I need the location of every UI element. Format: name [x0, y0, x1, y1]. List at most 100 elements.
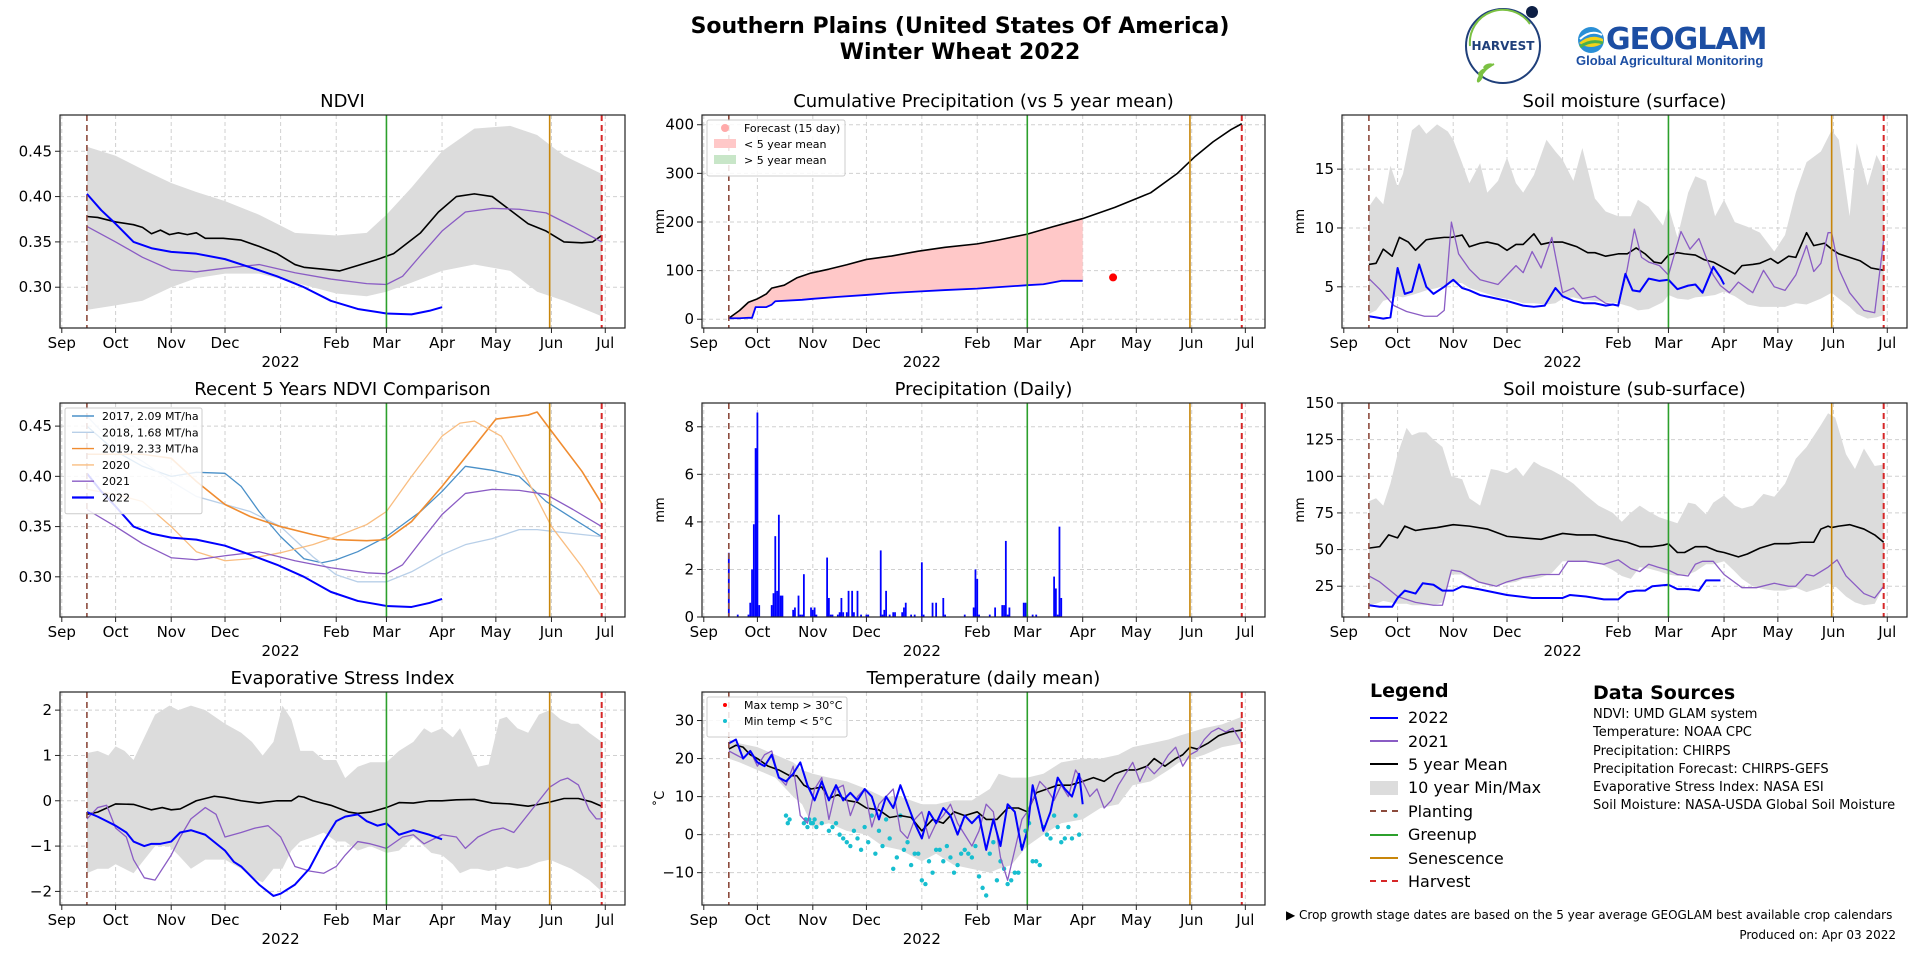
series-line-5-year-mean — [1368, 523, 1885, 558]
y-tick-label: 2 — [42, 701, 52, 719]
y-tick-label: 2 — [684, 560, 694, 578]
cold-point — [814, 824, 819, 830]
precip-bar — [752, 524, 755, 617]
inset-legend-label: 2020 — [102, 459, 130, 472]
x-tick-label: May — [480, 334, 511, 352]
legend-line-swatch — [1370, 833, 1398, 836]
cold-point — [785, 821, 790, 826]
precip-bar — [994, 607, 997, 617]
legend-label: 2022 — [1408, 708, 1449, 728]
x-tick-label: Nov — [157, 334, 186, 352]
y-tick-label: 30 — [675, 712, 694, 730]
precip-bar — [935, 602, 938, 617]
cold-point — [801, 821, 807, 826]
deficit-fill — [728, 218, 1083, 319]
x-year-label: 2022 — [262, 353, 300, 371]
precip-bar — [756, 412, 759, 617]
x-tick-label: Mar — [1013, 911, 1042, 929]
x-tick-label: Sep — [1330, 334, 1358, 352]
x-tick-label: Sep — [690, 623, 718, 641]
precip-bar — [802, 574, 805, 617]
legend-label: Greenup — [1408, 825, 1477, 845]
x-tick-label: Jul — [1877, 623, 1896, 641]
precip-bar — [904, 602, 907, 617]
precip-bar — [1004, 540, 1007, 617]
y-tick-label: 25 — [1315, 577, 1334, 595]
cold-point — [912, 851, 917, 856]
precip-bar — [1060, 597, 1063, 617]
series-line-2021 — [1368, 559, 1885, 606]
forecast-point — [1109, 273, 1118, 282]
cold-point — [930, 870, 935, 875]
x-tick-label: Jun — [1179, 623, 1203, 641]
legend-item: Planting — [1370, 800, 1541, 823]
inset-legend-label: 2017, 2.09 MT/ha — [102, 410, 199, 423]
x-tick-label: Oct — [744, 623, 770, 641]
precip-bar — [811, 609, 814, 617]
cold-point — [958, 851, 964, 856]
x-tick-label: Feb — [964, 334, 991, 352]
y-tick-label: 300 — [665, 164, 694, 182]
chart-ndvi: NDVI Sep Oct Nov Dec Feb Mar Apr May Jun Jul 2022 0.… — [19, 91, 626, 371]
x-tick-label: Sep — [48, 623, 76, 641]
x-tick-label: Dec — [852, 334, 881, 352]
precip-bar — [847, 590, 850, 617]
x-tick-label: Oct — [103, 623, 129, 641]
precip-bar — [931, 602, 934, 617]
legend-label: Harvest — [1408, 871, 1471, 891]
x-tick-label: Apr — [429, 911, 456, 929]
series-line-5-year-mean — [86, 193, 603, 272]
x-tick-label: Jul — [595, 911, 614, 929]
chart-title: Cumulative Precipitation (vs 5 year mean… — [793, 91, 1174, 112]
inset-legend-label: < 5 year mean — [744, 138, 826, 151]
cold-point — [1069, 836, 1075, 841]
y-tick-label: 20 — [675, 750, 694, 768]
y-axis-label: mm — [653, 497, 668, 522]
legend-line-swatch — [1370, 880, 1398, 883]
cold-point — [1016, 870, 1021, 875]
x-tick-label: Jun — [1821, 334, 1845, 352]
x-tick-label: Mar — [372, 911, 401, 929]
cold-point — [1048, 836, 1053, 841]
x-tick-label: Jun — [539, 334, 563, 352]
series-line-2022 — [728, 279, 1083, 320]
x-tick-label: May — [1121, 911, 1152, 929]
x-tick-label: Dec — [852, 911, 881, 929]
inset-legend: 2017, 2.09 MT/ha 2018, 1.68 MT/ha 2019, 2.… — [64, 407, 203, 515]
precip-bar — [942, 597, 945, 617]
y-tick-label: 10 — [675, 788, 694, 806]
crop-calendar-footnote: ▶ Crop growth stage dates are based on t… — [1286, 908, 1893, 922]
cold-point — [826, 828, 832, 834]
precip-bar — [1022, 602, 1025, 617]
precip-bar — [1053, 576, 1055, 617]
precip-bar — [892, 612, 895, 617]
series-line-2021 — [86, 207, 602, 286]
produced-on: Produced on: Apr 03 2022 — [1739, 928, 1896, 942]
series-line-2022 — [86, 811, 443, 897]
chart-title: Precipitation (Daily) — [895, 379, 1073, 400]
legend-item: 10 year Min/Max — [1370, 776, 1541, 799]
y-tick-label: 100 — [665, 262, 694, 280]
x-tick-label: Mar — [1654, 623, 1683, 641]
y-axis-label: mm — [1293, 497, 1308, 522]
y-tick-label: 0.40 — [19, 188, 52, 206]
x-tick-label: May — [1121, 334, 1152, 352]
x-tick-label: Apr — [1070, 911, 1097, 929]
precip-bar — [797, 595, 800, 617]
y-tick-label: 0 — [42, 792, 52, 810]
cold-point — [1076, 832, 1082, 837]
legend-label: 5 year Mean — [1408, 754, 1508, 774]
chart-title: Evaporative Stress Index — [230, 668, 454, 689]
cold-point — [855, 836, 860, 841]
x-tick-label: Mar — [1654, 334, 1683, 352]
cold-point — [905, 840, 910, 845]
inset-legend-label: 2021 — [102, 475, 130, 488]
series-line-2022 — [1368, 579, 1721, 608]
page-title: Southern Plains (United States Of Americ… — [690, 14, 1230, 39]
cold-point — [812, 817, 817, 822]
precip-bar — [770, 605, 773, 617]
precip-bar — [801, 614, 803, 617]
y-tick-label: 100 — [1305, 467, 1334, 485]
chart-soil_surface: Soil moisture (surface) Sep Oct Nov Dec Feb Ma… — [1293, 91, 1908, 371]
